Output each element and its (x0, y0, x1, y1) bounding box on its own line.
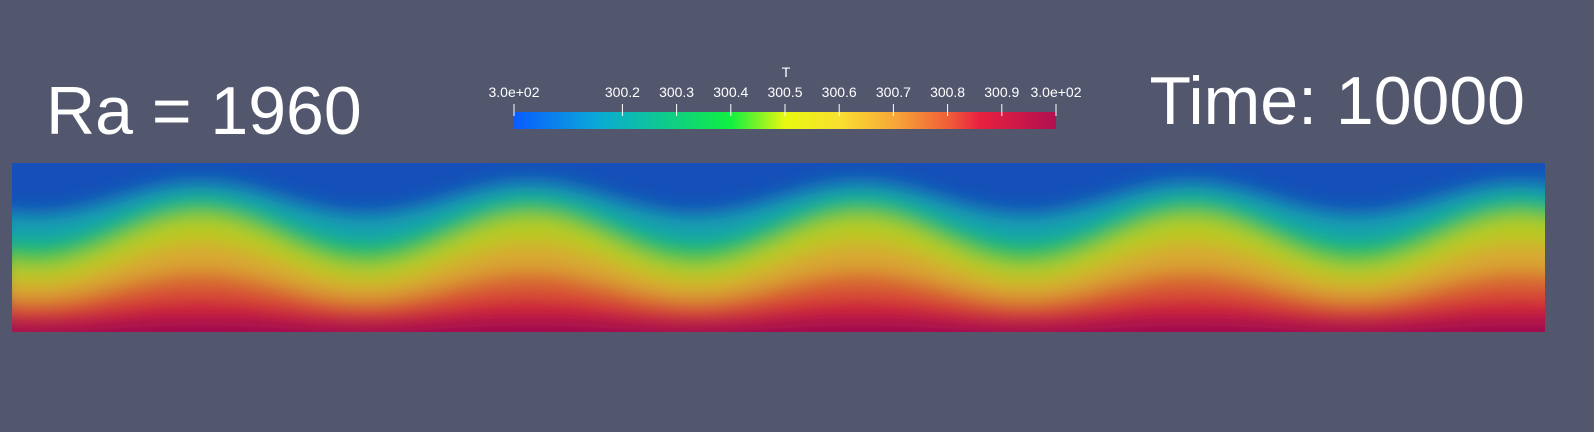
temperature-field (12, 163, 1545, 332)
tick-label: 300.9 (984, 84, 1019, 100)
tick-label: 3.0e+02 (489, 84, 540, 100)
colorbar-ticks: 3.0e+02 300.2 300.3 300.4 300.5 300.6 300.7 300… (489, 84, 1082, 116)
colorbar-title: T (782, 64, 791, 80)
time-label: Time: 10000 (1150, 63, 1525, 139)
rayleigh-label: Ra = 1960 (46, 73, 362, 149)
tick-label: 300.4 (713, 84, 748, 100)
tick-label: 3.0e+02 (1031, 84, 1082, 100)
tick-label: 300.3 (659, 84, 694, 100)
tick-label: 300.7 (876, 84, 911, 100)
tick-label: 300.2 (605, 84, 640, 100)
field-band (12, 317, 1545, 332)
colorbar (514, 112, 1056, 129)
tick-label: 300.8 (930, 84, 965, 100)
tick-label: 300.6 (822, 84, 857, 100)
tick-label: 300.5 (767, 84, 802, 100)
field-layers (12, 182, 1545, 332)
